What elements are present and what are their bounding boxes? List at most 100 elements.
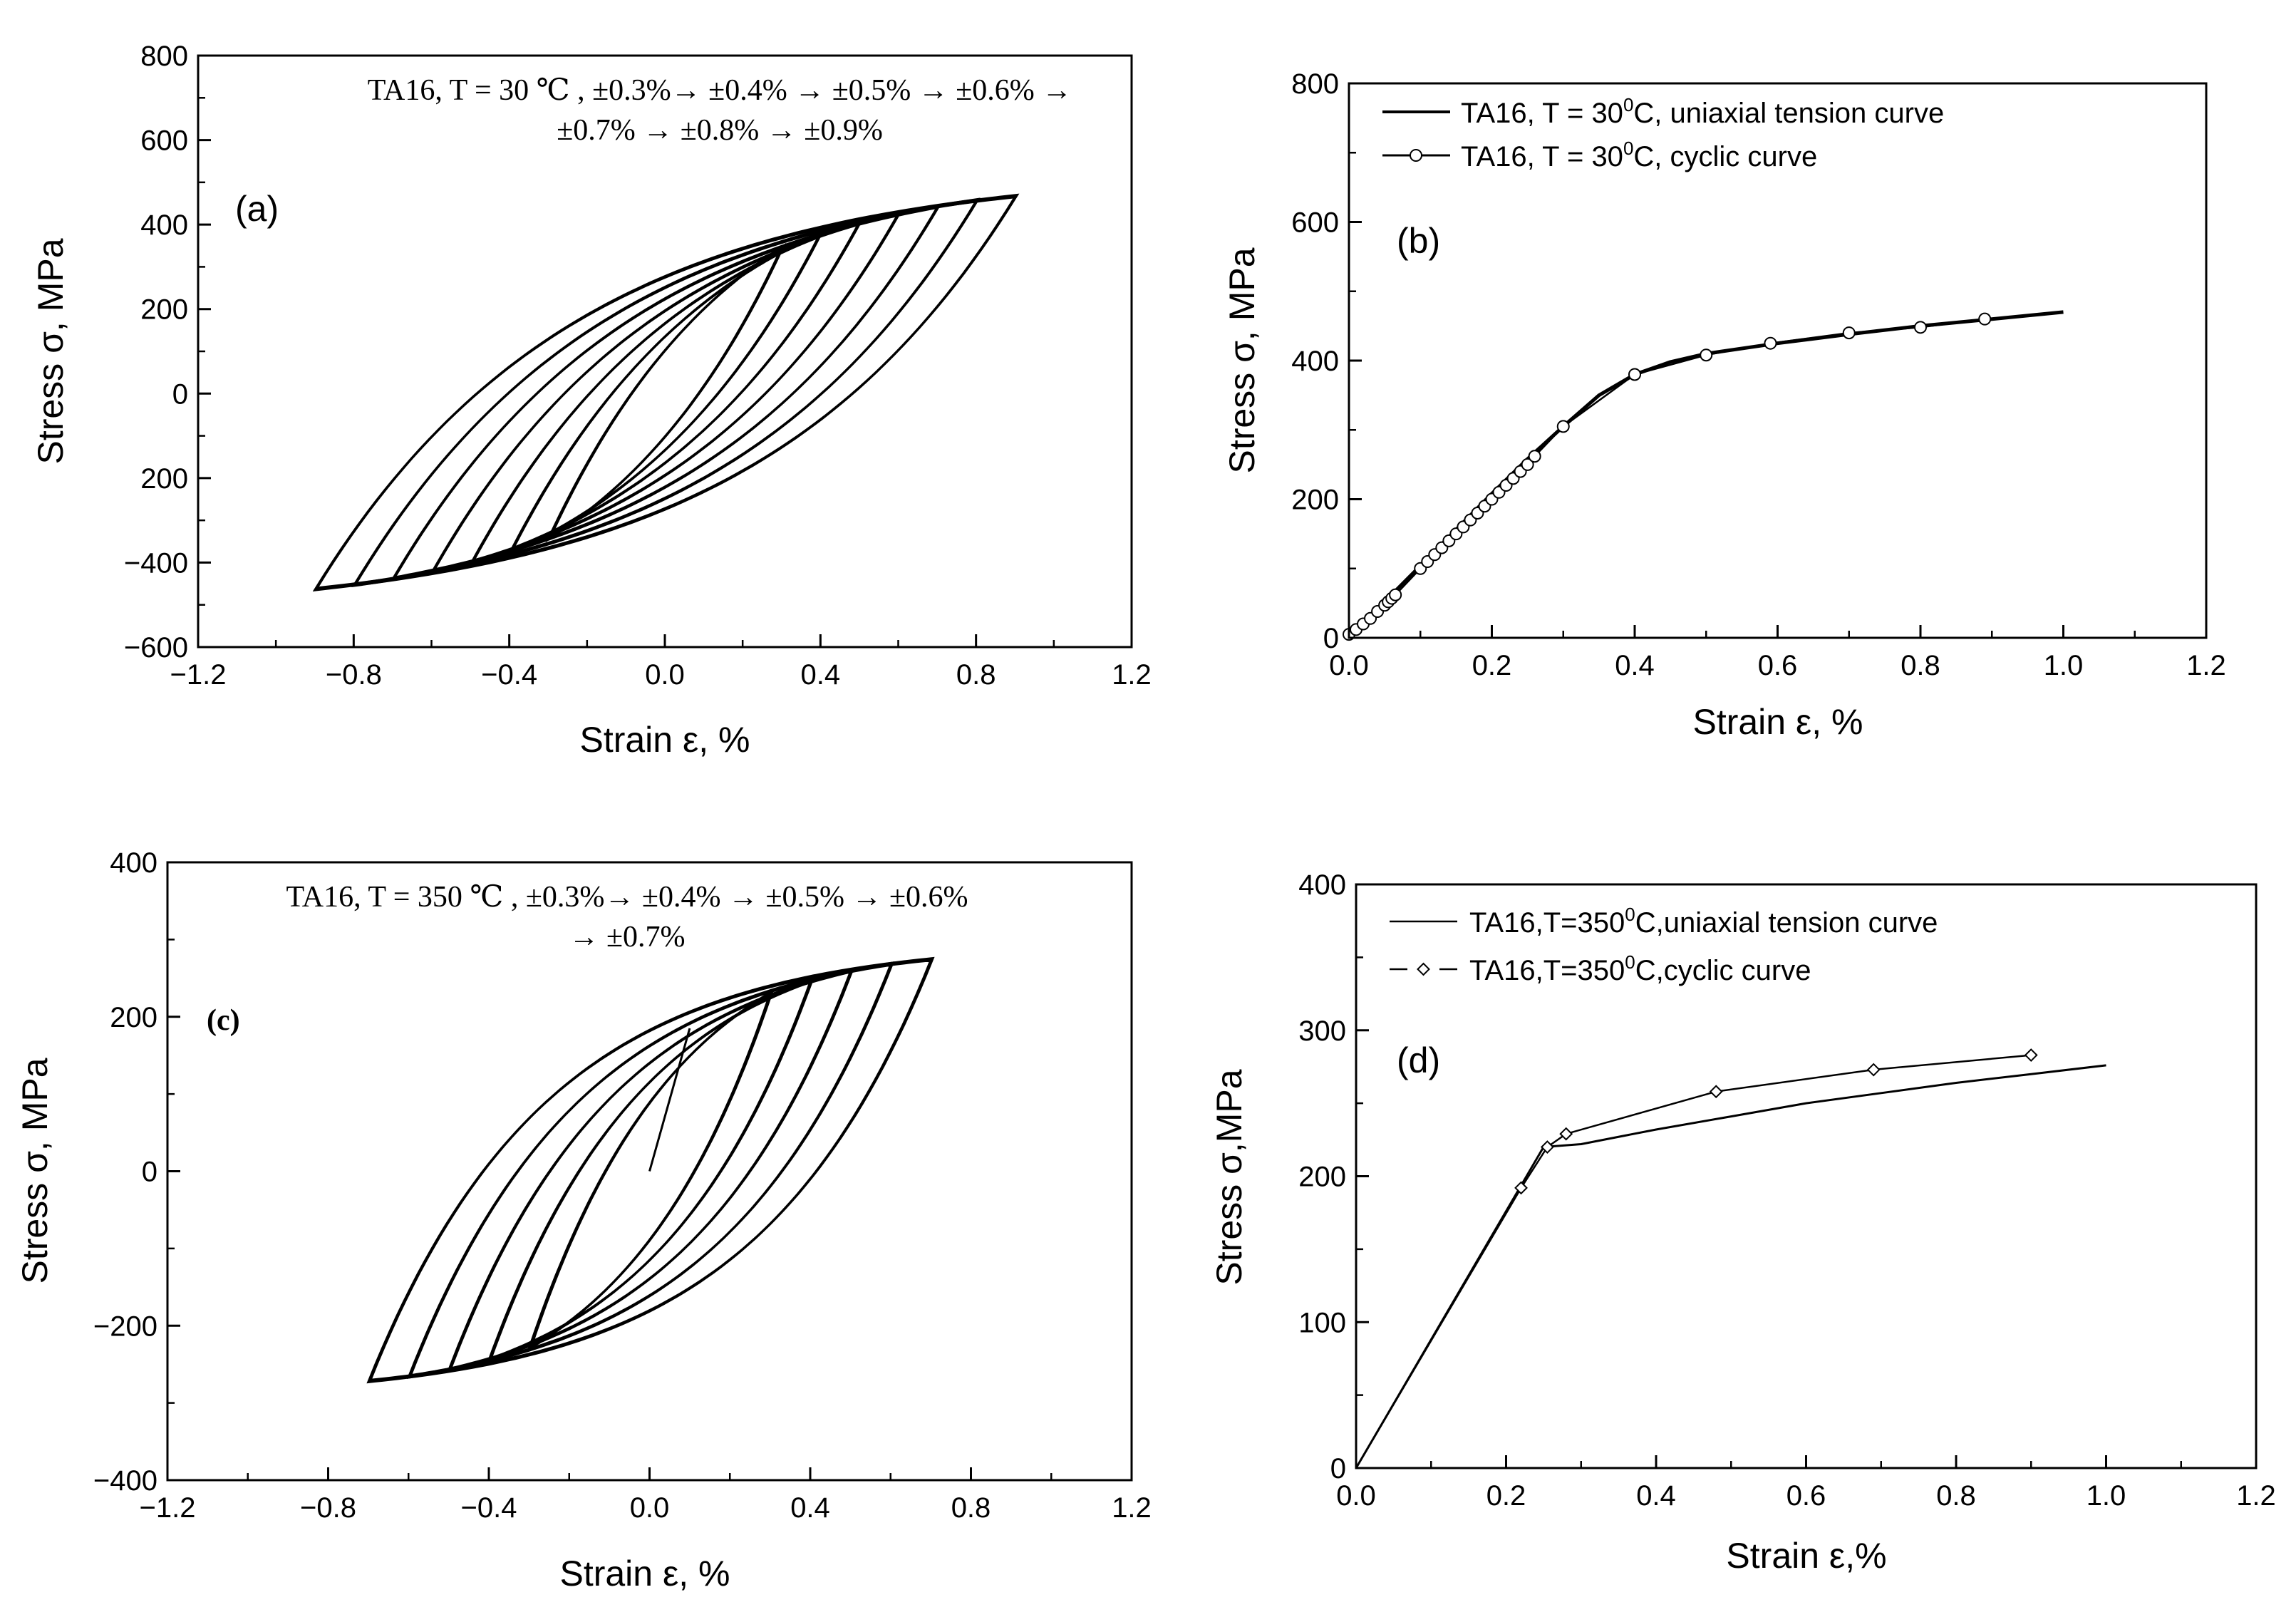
panel-d-x-tick-label: 0.8: [1936, 1480, 1976, 1512]
panel-d-y-tick-label: 200: [1298, 1162, 1346, 1193]
panel-d-y-tick-label: 0: [1330, 1453, 1346, 1484]
panel-b-cyclic-point: [1389, 588, 1402, 601]
panel-c-y-tick-label: 200: [110, 1002, 157, 1033]
panel-d: 0.0 0.2 0.4 0.6 0.8 1.0 1.2 0 100 200 300 400 TA16,…: [1209, 869, 2276, 1576]
panel-a-x-tick-label: −0.8: [326, 659, 382, 691]
panel-b-legend-text-1: TA16, T = 300C, uniaxial tension curve: [1461, 94, 1944, 129]
panel-a-loop-09-cycle-3: [314, 193, 1020, 589]
panel-b-legend: TA16, T = 300C, uniaxial tension curve T…: [1382, 94, 1944, 172]
panel-c-x-tick-label: −0.8: [300, 1492, 356, 1524]
panel-d-x-tick-label: 0.6: [1786, 1480, 1826, 1512]
panel-a-y-axis-label: Stress σ, MPa: [31, 238, 71, 464]
panel-d-y-axis-label: Stress σ,MPa: [1209, 1069, 1249, 1285]
panel-d-x-tick-label: 0.4: [1636, 1480, 1676, 1512]
panel-a-y-tick-label: 200: [140, 463, 188, 495]
panel-b-x-tick-label: 1.2: [2186, 650, 2226, 681]
panel-b-cyclic-point: [1556, 420, 1570, 433]
panel-c-x-tick-label: 0.0: [630, 1492, 670, 1524]
panel-a-y-tick-label: −400: [124, 547, 188, 579]
panel-d-y-tick-label: 300: [1298, 1016, 1346, 1047]
panel-b-cyclic-point: [1521, 458, 1534, 471]
panel-b-cyclic-point: [1978, 312, 1992, 326]
panel-d-legend-text-1: TA16,T=3500C,uniaxial tension curve: [1469, 904, 1938, 939]
panel-a-label: (a): [235, 189, 279, 229]
panel-b: 0.0 0.2 0.4 0.6 0.8 1.0 1.2 0 200 400 600 800 TA16,…: [1222, 68, 2226, 742]
panel-a: −1.2 −0.8 −0.4 0.0 0.4 0.8 1.2 800 600 400 200 0 200…: [31, 41, 1152, 760]
panel-d-label: (d): [1397, 1040, 1440, 1080]
panel-d-x-tick-label: 0.0: [1336, 1480, 1376, 1512]
panel-a-x-tick-label: 0.4: [801, 659, 841, 691]
panel-c-annotation-line-1: TA16, T = 350 ℃ , ±0.3%→ ±0.4% → ±0.5% →…: [286, 881, 968, 914]
panel-b-y-tick-label: 600: [1291, 207, 1339, 239]
panel-a-x-tick-label: 0.8: [956, 659, 996, 691]
panel-b-x-tick-label: 0.0: [1329, 650, 1369, 681]
panel-d-cyclic-point: [1540, 1140, 1554, 1154]
panel-d-series: [1355, 1048, 2106, 1469]
panel-a-x-tick-label: −1.2: [170, 659, 227, 691]
panel-a-annotation-line-1: TA16, T = 30 ℃ , ±0.3%→ ±0.4% → ±0.5% → …: [368, 74, 1072, 107]
panel-c-ticks: −1.2 −0.8 −0.4 0.0 0.4 0.8 1.2 400 200 0 −200 −400: [93, 847, 1152, 1524]
panel-d-ticks: 0.0 0.2 0.4 0.6 0.8 1.0 1.2 0 100 200 300 400: [1298, 869, 2276, 1512]
panel-c-x-tick-label: 1.2: [1112, 1492, 1152, 1524]
panel-c-y-tick-label: 0: [142, 1157, 157, 1188]
panel-b-y-tick-label: 400: [1291, 346, 1339, 377]
panel-a-loops: [312, 193, 1020, 591]
panel-c-x-tick-label: 0.8: [951, 1492, 991, 1524]
panel-b-legend-text-2: TA16, T = 300C, cyclic curve: [1461, 138, 1817, 172]
panel-a-y-tick-label: 800: [140, 41, 188, 72]
panel-c-label: (c): [207, 1004, 240, 1037]
panel-b-y-tick-label: 200: [1291, 485, 1339, 516]
panel-a-annotation-line-2: ±0.7% → ±0.8% → ±0.9%: [557, 114, 883, 147]
panel-b-x-tick-label: 0.4: [1615, 650, 1655, 681]
panel-d-series-line-1: [1355, 1064, 2106, 1469]
panel-c: −1.2 −0.8 −0.4 0.0 0.4 0.8 1.24002000−200−400 …: [15, 847, 1152, 1593]
panel-a-y-tick-label: −600: [124, 632, 188, 663]
panel-d-cyclic-point: [1709, 1085, 1723, 1099]
panel-b-legend-marker-2: [1410, 149, 1422, 162]
panel-b-x-tick-label: 0.8: [1901, 650, 1940, 681]
panel-a-y-tick-label: 0: [172, 378, 188, 410]
panel-d-legend: TA16,T=3500C,uniaxial tension curve TA16…: [1390, 904, 1938, 986]
panel-a-y-tick-label: 200: [140, 294, 188, 326]
panel-b-cyclic-point: [1628, 368, 1641, 381]
panel-b-y-tick-label: 800: [1291, 68, 1339, 100]
panel-c-y-tick-label: −400: [93, 1465, 157, 1497]
panel-b-label: (b): [1397, 221, 1440, 261]
panel-c-y-tick-label: 400: [110, 847, 157, 879]
panel-d-cyclic-point: [1866, 1063, 1881, 1077]
panel-b-x-tick-label: 1.0: [2044, 650, 2084, 681]
panel-d-x-tick-label: 0.2: [1486, 1480, 1526, 1512]
panel-c-annotation-line-2: → ±0.7%: [569, 921, 685, 954]
panel-b-series: [1343, 310, 2064, 641]
panel-b-cyclic-point: [1914, 321, 1927, 334]
panel-c-initial-loading-line: [648, 1028, 691, 1172]
panel-b-cyclic-point: [1764, 336, 1777, 350]
panel-c-x-tick-label: −0.4: [461, 1492, 517, 1524]
panel-a-x-tick-label: −0.4: [481, 659, 537, 691]
panel-b-cyclic-point: [1528, 450, 1541, 463]
panel-a-ticks: −1.2 −0.8 −0.4 0.0 0.4 0.8 1.2 800 600 400 200 0 200…: [124, 41, 1152, 691]
panel-d-y-tick-label: 100: [1298, 1307, 1346, 1338]
panel-c-y-axis-label: Stress σ, MPa: [15, 1058, 55, 1283]
panel-d-x-tick-label: 1.2: [2236, 1480, 2276, 1512]
panel-c-x-axis-label: Strain ε, %: [559, 1554, 730, 1593]
panel-b-x-tick-label: 0.2: [1472, 650, 1512, 681]
panel-b-ticks: 0.0 0.2 0.4 0.6 0.8 1.0 1.2 0 200 400 600 800: [1291, 68, 2226, 681]
panel-b-y-tick-label: 0: [1323, 623, 1339, 654]
panel-c-loop-07-cycle-3: [368, 956, 935, 1382]
panel-c-x-tick-label: 0.4: [790, 1492, 830, 1524]
panel-b-x-axis-label: Strain ε, %: [1692, 702, 1863, 742]
panel-a-x-tick-label: 1.2: [1112, 659, 1152, 691]
panel-c-x-tick-label: −1.2: [140, 1492, 196, 1524]
panel-a-y-tick-label: 400: [140, 210, 188, 241]
panel-d-cyclic-point: [1559, 1127, 1573, 1141]
panel-a-y-tick-label: 600: [140, 125, 188, 157]
panel-d-legend-marker-2: [1417, 962, 1430, 976]
panel-d-legend-text-2: TA16,T=3500C,cyclic curve: [1469, 951, 1811, 986]
panel-b-cyclic-point: [1700, 348, 1713, 362]
panel-d-x-axis-label: Strain ε,%: [1726, 1536, 1886, 1576]
panel-d-cyclic-point: [1514, 1181, 1528, 1195]
panel-c-loops: [366, 956, 935, 1384]
